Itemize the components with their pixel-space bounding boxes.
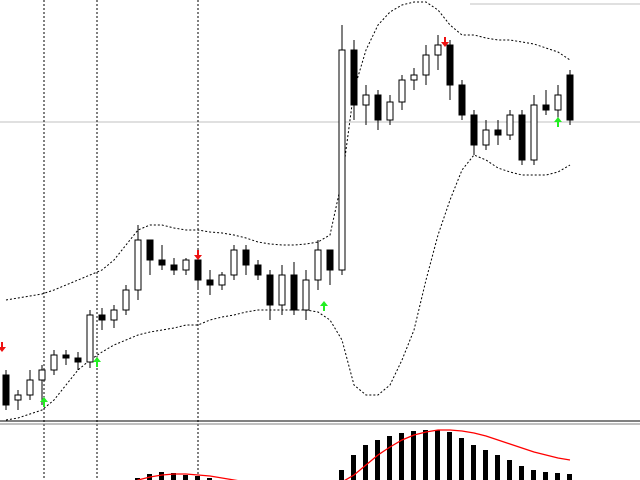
candle-body [566, 74, 574, 121]
histogram-bar [519, 466, 524, 480]
lower-band [5, 154, 571, 421]
histogram-bar [195, 476, 200, 480]
candle-body [110, 309, 118, 321]
candle-body [50, 354, 58, 371]
candle-body [326, 249, 334, 271]
upper-band [5, 1, 571, 301]
histogram-bar [555, 473, 560, 480]
candle-body [86, 314, 94, 363]
candle-body [218, 274, 226, 286]
candle-body [38, 369, 46, 381]
candle-body [14, 394, 22, 401]
histogram-bar [171, 473, 176, 480]
candle-body [182, 259, 190, 271]
histogram-bar [411, 431, 416, 480]
candle-body [290, 274, 298, 311]
candle-body [302, 279, 310, 311]
price-pane [2, 1, 574, 421]
candle-body [386, 101, 394, 121]
histogram-bar [375, 440, 380, 480]
candle-body [362, 94, 370, 106]
candle-body [374, 94, 382, 121]
candle-body [470, 114, 478, 146]
candle-body [530, 104, 538, 161]
histogram-bar [159, 472, 164, 480]
histogram-bar [483, 450, 488, 480]
candle-body [350, 49, 358, 106]
candle-body [242, 249, 250, 266]
signal-arrows [0, 37, 562, 407]
candle-body [122, 289, 130, 311]
signal-line [136, 429, 571, 480]
histogram-bar [471, 445, 476, 480]
candle-body [494, 129, 502, 136]
candle-body [170, 264, 178, 271]
buy-arrow [40, 397, 48, 407]
candle-body [554, 94, 562, 111]
candle-body [542, 104, 550, 111]
histogram-bar [567, 474, 572, 480]
candle-body [230, 249, 238, 276]
candle-body [266, 274, 274, 306]
candle-body [446, 44, 454, 86]
candle-body [314, 249, 322, 281]
candle-body [434, 44, 442, 56]
sell-arrow [441, 37, 449, 47]
candle-body [62, 354, 70, 359]
candle-body [134, 239, 142, 291]
candle-body [74, 357, 82, 363]
histogram-bar [543, 472, 548, 480]
candle-body [482, 129, 490, 146]
buy-arrow [554, 117, 562, 127]
sell-arrow [194, 250, 202, 260]
candle-body [410, 74, 418, 81]
histogram-bar [459, 438, 464, 480]
buy-arrow [320, 301, 328, 311]
histogram-bar [435, 430, 440, 480]
histogram-bar [531, 470, 536, 480]
candle-body [398, 79, 406, 103]
histogram-bar [183, 475, 188, 480]
histogram-bar [339, 470, 344, 480]
histogram-bar [387, 436, 392, 480]
candle-body [422, 54, 430, 76]
candle-body [206, 279, 214, 286]
candle-body [254, 264, 262, 276]
candle-body [146, 239, 154, 261]
histogram-bar [507, 460, 512, 480]
candle-body [278, 274, 286, 306]
histogram-bar [351, 455, 356, 480]
candle-body [158, 259, 166, 266]
histogram-bar [399, 433, 404, 480]
oscillator-pane [135, 429, 572, 480]
histogram-bar [423, 430, 428, 480]
candle-body [194, 259, 202, 281]
histogram-bar [207, 478, 212, 480]
candle-body [2, 374, 10, 406]
sell-arrow [0, 342, 6, 352]
histogram-bar [135, 478, 140, 480]
histogram-bar [447, 432, 452, 480]
candle-body [506, 114, 514, 136]
candle-body [26, 379, 34, 396]
histogram-bar [363, 445, 368, 480]
candle-body [98, 314, 106, 321]
candle-body [338, 49, 346, 271]
buy-arrow [93, 357, 101, 367]
histogram-bar [495, 455, 500, 480]
candle-body [518, 114, 526, 161]
candle-body [458, 84, 466, 116]
